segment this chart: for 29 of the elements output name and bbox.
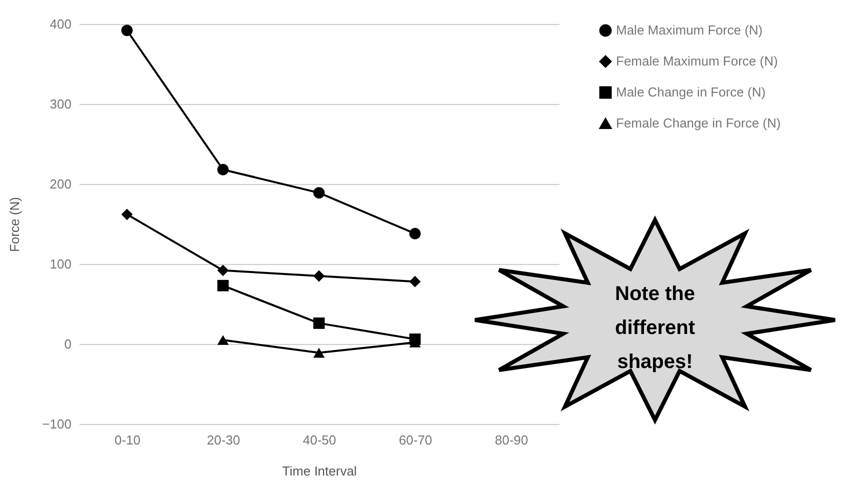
point	[313, 187, 325, 198]
point	[217, 280, 229, 292]
point	[217, 335, 229, 345]
y-tick-label: 100	[50, 256, 72, 272]
y-tick-label: 200	[50, 176, 72, 192]
x-axis-title: Time Interval	[282, 464, 357, 478]
legend-label: Female Change in Force (N)	[616, 116, 781, 130]
point	[217, 264, 229, 276]
y-axis-title: Force (N)	[7, 197, 22, 252]
x-tick-label: 80-90	[494, 432, 528, 448]
point	[313, 318, 325, 329]
point	[121, 24, 133, 36]
point	[313, 348, 325, 358]
y-tick-label: 300	[50, 96, 72, 112]
point	[313, 270, 325, 282]
point	[217, 164, 229, 176]
y-tick-label: 0	[64, 336, 72, 352]
point	[409, 228, 421, 240]
point	[121, 208, 133, 220]
x-tick-label: 0-10	[114, 432, 141, 448]
y-tick-label: 400	[50, 16, 72, 32]
x-tick-label: 40-50	[302, 432, 336, 448]
legend-label: Male Change in Force (N)	[616, 84, 766, 100]
point	[409, 276, 421, 288]
legend-label: Male Maximum Force (N)	[616, 22, 763, 38]
y-tick-label: −100	[42, 416, 72, 432]
x-tick-label: 60-70	[398, 432, 432, 448]
x-tick-label: 20-30	[206, 432, 240, 448]
legend-label: Female Maximum Force (N)	[616, 54, 778, 68]
